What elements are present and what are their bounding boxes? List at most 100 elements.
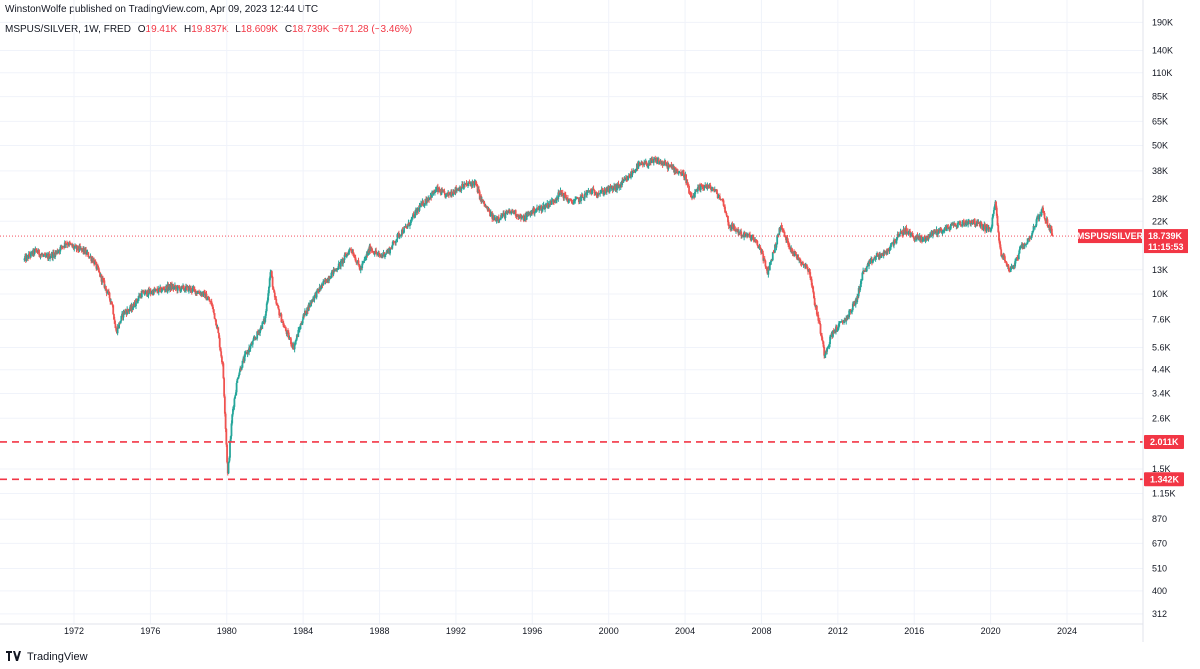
candle-body — [502, 212, 505, 216]
candle-body — [604, 189, 607, 192]
candle-body — [1031, 233, 1033, 236]
candle-body — [1044, 218, 1047, 221]
candle-body — [396, 234, 399, 240]
candle-body — [453, 191, 455, 194]
candle-body — [957, 222, 960, 224]
candle-body — [226, 444, 228, 463]
candle-body — [485, 205, 488, 208]
candle-body — [694, 190, 697, 193]
legend-low-value: 18.609K — [240, 24, 279, 35]
candle-body — [369, 245, 372, 252]
hline-price-label: 1.342K — [1150, 474, 1180, 484]
candle-body — [826, 347, 829, 349]
candle-body — [1003, 254, 1006, 257]
candle-body — [310, 300, 313, 304]
candle-body — [367, 250, 369, 256]
candle-body — [572, 201, 575, 205]
candle-body — [423, 203, 426, 206]
candle-body — [780, 225, 783, 228]
candle-body — [954, 223, 956, 225]
x-tick-label: 2000 — [599, 626, 619, 636]
candle-body — [802, 264, 805, 266]
candle-body — [1033, 226, 1036, 227]
y-tick-label: 190K — [1152, 17, 1173, 27]
candle-body — [680, 172, 682, 175]
candle-body — [1051, 235, 1054, 237]
candle-body — [360, 267, 363, 269]
y-tick-label: 140K — [1152, 46, 1173, 56]
candle-body — [445, 194, 447, 198]
candle-body — [685, 174, 688, 184]
candle-body — [541, 209, 544, 211]
candle-body — [261, 322, 264, 329]
candle-body — [969, 220, 972, 225]
candle-body — [198, 291, 201, 293]
candle-body — [55, 252, 57, 254]
candle-body — [237, 374, 240, 378]
candle-body — [23, 258, 26, 260]
candle-body — [361, 263, 364, 269]
candle-body — [87, 252, 90, 257]
candle-body — [981, 229, 984, 230]
candle-body — [193, 287, 195, 290]
candle-body — [616, 185, 618, 191]
time-axis[interactable]: 1972 1976 1980 1984 1988 1992 1996 2000 2004 2008… — [64, 626, 1077, 636]
hline-price-tag — [1144, 472, 1184, 487]
candle-body — [103, 280, 106, 288]
candle-body — [302, 314, 305, 320]
candle-body — [315, 290, 318, 298]
legend-symbol[interactable]: MSPUS/SILVER, 1W, FRED — [5, 24, 131, 35]
price-axis[interactable]: 190K 140K 110K 85K 65K 50K 38K 28K 22K 13K 10K 7.6K… — [1152, 17, 1176, 618]
candle-body — [765, 266, 768, 271]
candle-body — [1042, 207, 1044, 213]
publisher-info: WinstonWolfe published on TradingView.co… — [5, 4, 319, 15]
candle-body — [353, 256, 356, 258]
candle-body — [895, 237, 898, 241]
candle-body — [334, 269, 336, 272]
candle-body — [863, 271, 866, 272]
candle-body — [399, 234, 402, 236]
candle-body — [373, 252, 375, 255]
candle-body — [375, 250, 378, 254]
x-tick-label: 2004 — [675, 626, 695, 636]
y-tick-label: 870 — [1152, 514, 1167, 524]
candle-body — [660, 161, 663, 165]
horizontal-lines[interactable] — [0, 235, 1143, 481]
candle-body — [959, 221, 961, 225]
candle-body — [694, 192, 696, 198]
candle-body — [389, 247, 392, 249]
candle-body — [832, 330, 834, 337]
candle-body — [760, 248, 762, 253]
candle-body — [872, 259, 875, 261]
candle-body — [566, 197, 569, 202]
candle-body — [342, 258, 345, 264]
candle-body — [594, 193, 596, 195]
candle-body — [991, 217, 994, 227]
candle-body — [560, 190, 563, 195]
y-tick-label: 400 — [1152, 586, 1167, 596]
candle-body — [252, 338, 255, 341]
candle-body — [220, 351, 223, 357]
candle-body — [911, 233, 914, 236]
candle-body — [140, 291, 143, 297]
candle-body — [376, 253, 379, 255]
candle-body — [354, 257, 357, 262]
candle-body — [735, 229, 738, 231]
candle-body — [146, 295, 149, 297]
candle-body — [609, 186, 612, 189]
candle-body — [901, 231, 903, 234]
candle-body — [1035, 219, 1038, 226]
candle-body — [1036, 216, 1039, 220]
candle-body — [707, 185, 710, 187]
candle-body — [763, 258, 766, 261]
candle-body — [602, 189, 605, 195]
candle-body — [799, 260, 802, 263]
x-tick-label: 1992 — [446, 626, 466, 636]
candle-body — [363, 259, 366, 262]
candle-body — [384, 254, 386, 257]
candle-body — [716, 194, 719, 199]
candle-body — [1009, 266, 1012, 272]
candle-body — [434, 192, 436, 194]
tradingview-footer[interactable]: TradingView — [6, 650, 88, 664]
